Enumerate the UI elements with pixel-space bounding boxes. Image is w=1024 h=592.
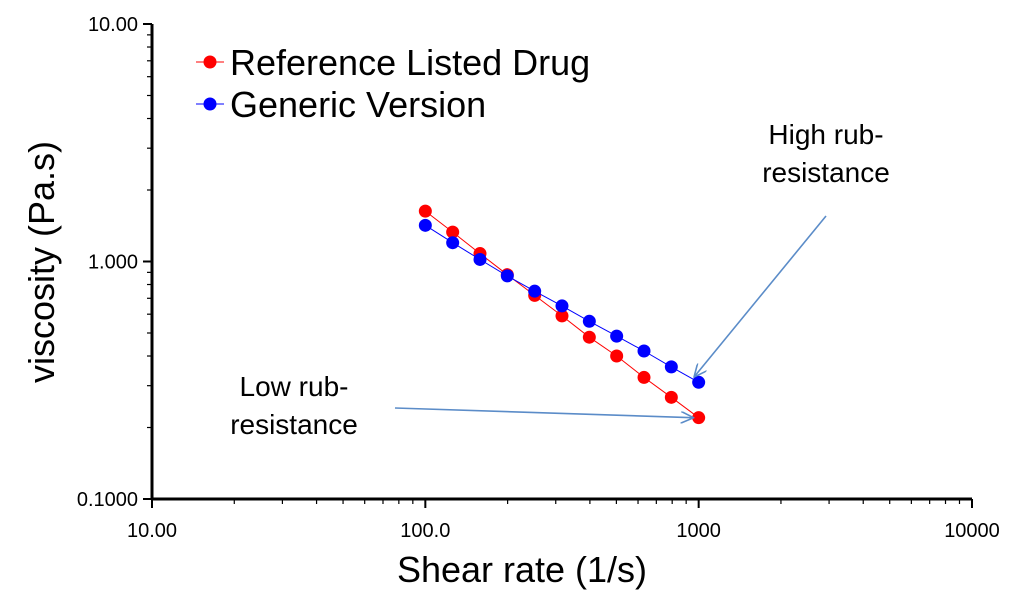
annotation: Low rub-resistance (230, 371, 692, 440)
data-point (692, 411, 706, 425)
data-point (446, 225, 460, 239)
y-axis-title: viscosity (Pa.s) (21, 141, 62, 383)
data-point (555, 309, 569, 323)
data-point (500, 269, 514, 283)
y-tick-label: 0.1000 (77, 489, 138, 511)
annotation: High rub-resistance (695, 119, 890, 376)
annotation-text: resistance (762, 157, 890, 188)
data-point (555, 299, 569, 313)
annotation-arrow (394, 407, 693, 418)
data-point (582, 330, 596, 344)
axes: 10.00 100.0 1000 10000 0.1000 1.000 10.00 (77, 14, 1000, 542)
data-point (473, 252, 487, 266)
annotation-text: resistance (230, 409, 358, 440)
data-point (610, 349, 624, 363)
x-tick-label: 10000 (944, 520, 1000, 542)
legend-marker (203, 55, 217, 69)
data-point (610, 329, 624, 343)
series-0 (418, 204, 706, 425)
legend-entry: Generic Version (196, 84, 486, 125)
data-point (664, 390, 678, 404)
data-point (582, 314, 596, 328)
y-tick-label: 10.00 (88, 14, 138, 36)
data-point (664, 360, 678, 374)
x-tick-label: 100.0 (400, 520, 450, 542)
data-series (418, 204, 706, 425)
y-tick-label: 1.000 (88, 252, 138, 274)
legend-entry: Reference Listed Drug (196, 42, 590, 83)
data-point (637, 370, 651, 384)
data-point (528, 284, 542, 298)
x-axis-title: Shear rate (1/s) (397, 549, 647, 590)
legend-marker (203, 97, 217, 111)
x-tick-label: 10.00 (127, 520, 177, 542)
legend-label: Generic Version (230, 84, 486, 125)
data-point (637, 344, 651, 358)
legend-label: Reference Listed Drug (230, 42, 590, 83)
annotation-text: High rub- (768, 119, 883, 150)
data-point (692, 375, 706, 389)
data-point (418, 218, 432, 232)
data-point (418, 204, 432, 218)
annotation-text: Low rub- (240, 371, 349, 402)
annotation-arrow (695, 215, 827, 376)
series-1 (418, 218, 706, 389)
data-point (446, 236, 460, 250)
x-tick-label: 1000 (676, 520, 721, 542)
